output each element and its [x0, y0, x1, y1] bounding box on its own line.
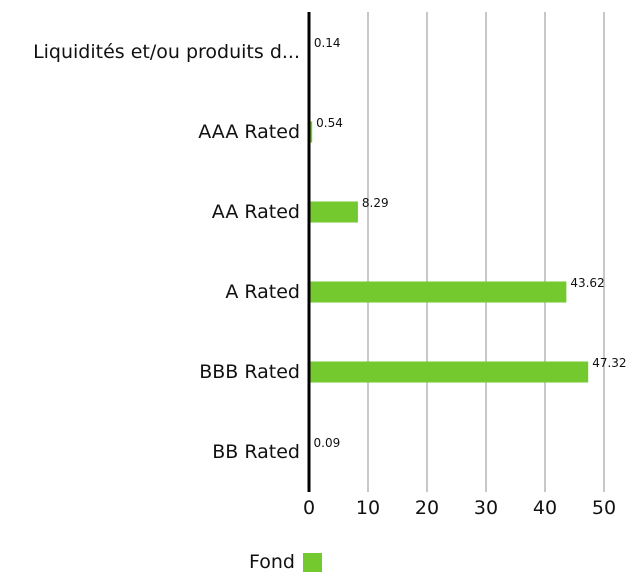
bar: [309, 201, 358, 223]
data-label: 0.14: [314, 36, 341, 50]
category-label: BB Rated: [212, 441, 300, 463]
x-tick-label: 30: [474, 497, 498, 519]
category-label: Liquidités et/ou produits d...: [33, 41, 300, 63]
bar: [309, 121, 313, 143]
legend-swatch: [302, 552, 322, 572]
x-tick-label: 20: [415, 497, 439, 519]
data-label: 0.54: [316, 116, 343, 130]
legend: Fond: [249, 550, 322, 574]
data-labels: 0.14 0.54 8.29 43.62 47.32 0.09: [314, 36, 627, 450]
category-label: AA Rated: [212, 201, 300, 223]
category-label: AAA Rated: [198, 121, 300, 143]
bar-chart: 0.14 0.54 8.29 43.62 47.32 0.09 Liquidités et…: [33, 12, 627, 519]
x-tick-label: 0: [303, 497, 315, 519]
gridlines: [367, 12, 605, 492]
x-tick-labels: 0 10 20 30 40 50: [303, 497, 616, 519]
legend-label: Fond: [249, 551, 295, 573]
x-tick-label: 50: [592, 497, 616, 519]
x-tick-label: 10: [356, 497, 380, 519]
data-label: 43.62: [570, 276, 604, 290]
category-labels: Liquidités et/ou produits d... AAA Rated A…: [33, 41, 300, 463]
data-label: 47.32: [592, 356, 626, 370]
bar: [309, 281, 567, 303]
category-label: A Rated: [225, 281, 300, 303]
x-tick-label: 40: [533, 497, 557, 519]
data-label: 0.09: [314, 436, 341, 450]
category-label: BBB Rated: [199, 361, 300, 383]
bars: [309, 41, 589, 463]
bar: [309, 361, 589, 383]
data-label: 8.29: [362, 196, 389, 210]
